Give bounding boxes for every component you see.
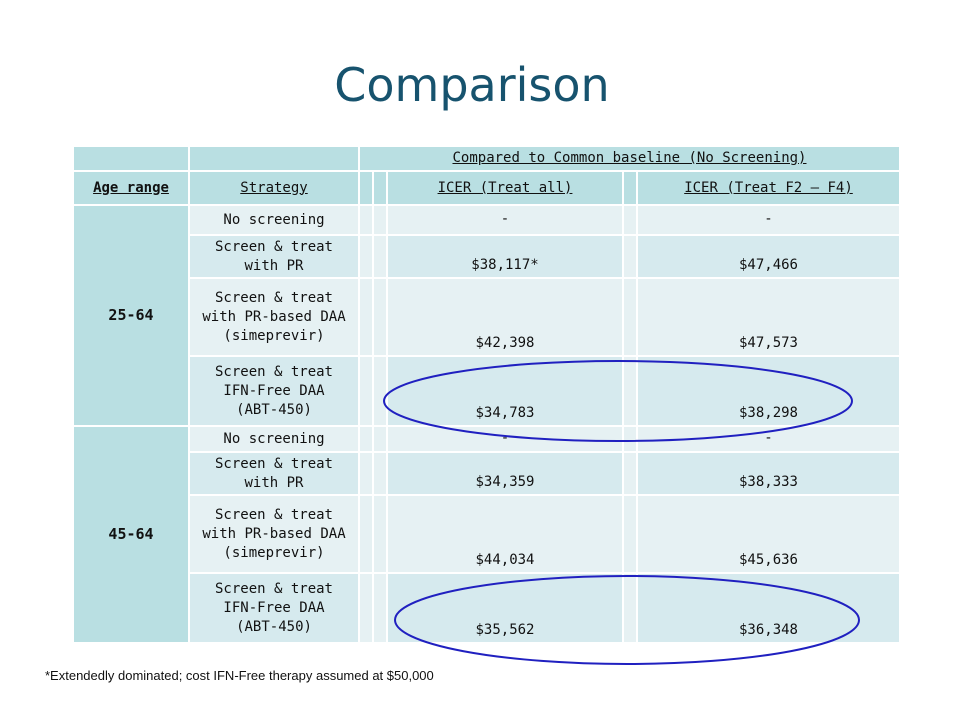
strategy-line: Screen & treat	[214, 506, 333, 523]
strategy-line: IFN-Free DAA	[223, 382, 325, 399]
strategy-line: (ABT-450)	[236, 401, 312, 418]
table-row: 25-64 No screening - -	[72, 204, 901, 427]
icer-treat-f2-f4-cell: $38,333	[636, 451, 901, 496]
icer-treat-all-cell: $34,359	[386, 451, 624, 496]
icer-treat-f2-f4-cell: $38,298	[636, 355, 901, 427]
strategy-cell: Screen & treat with PR	[188, 451, 360, 496]
spacer-cell	[372, 425, 388, 453]
header-blank-cell	[188, 145, 360, 172]
strategy-line: Screen & treat	[214, 363, 333, 380]
icer-treat-f2-f4-cell: $45,636	[636, 494, 901, 574]
column-header-icer-f2f4: ICER (Treat F2 – F4)	[636, 170, 901, 206]
spacer-cell	[372, 572, 388, 644]
icer-treat-f2-f4-cell: $47,573	[636, 277, 901, 357]
spacer-cell	[358, 234, 374, 279]
spacer-cell	[358, 425, 374, 453]
strategy-line: with PR	[244, 257, 304, 274]
spacer-cell	[622, 451, 638, 496]
spacer-cell	[372, 494, 388, 574]
table-row: Screen & treat with PR-based DAA (simeprev…	[73, 494, 901, 574]
icer-treat-all-cell: $38,117*	[386, 234, 624, 279]
strategy-cell: Screen & treat IFN-Free DAA (ABT-450)	[188, 355, 360, 427]
spacer-cell	[372, 277, 388, 357]
strategy-line: with PR-based DAA	[202, 525, 346, 542]
strategy-cell: Screen & treat with PR-based DAA (simeprev…	[188, 494, 360, 574]
icer-treat-all-cell: $44,034	[386, 494, 624, 574]
table-row: Screen & treat IFN-Free DAA (ABT-450) $34,7…	[73, 355, 901, 427]
age-range-cell: 45-64	[72, 425, 190, 644]
spacer-cell	[358, 204, 374, 236]
icer-treat-f2-f4-cell: $36,348	[636, 572, 901, 644]
age-range-cell: 25-64	[72, 204, 190, 427]
table-row: Screen & treat IFN-Free DAA (ABT-450) $35,5…	[73, 572, 901, 644]
table-row: 45-64 No screening - -	[72, 425, 901, 644]
spacer-cell	[358, 572, 374, 644]
strategy-line: IFN-Free DAA	[223, 599, 325, 616]
table-row: Screen & treat with PR $38,117* $47,466	[73, 234, 901, 279]
spacer-cell	[372, 234, 388, 279]
icer-treat-f2-f4-cell: $47,466	[636, 234, 901, 279]
group-header-row: Compared to Common baseline (No Screenin…	[72, 145, 901, 172]
spacer-cell	[622, 277, 638, 357]
strategy-line: (simeprevir)	[223, 327, 325, 344]
table-row: Screen & treat with PR-based DAA (simeprev…	[73, 277, 901, 357]
strategy-line: Screen & treat	[214, 580, 333, 597]
strategy-line: (ABT-450)	[236, 618, 312, 635]
spacer-cell	[358, 494, 374, 574]
spacer-cell	[622, 494, 638, 574]
strategy-cell: No screening	[188, 425, 360, 453]
strategy-line: Screen & treat	[214, 238, 333, 255]
slide-title: Comparison	[334, 58, 610, 112]
strategy-cell: Screen & treat with PR	[188, 234, 360, 279]
spacer-cell	[622, 234, 638, 279]
icer-treat-all-cell: $34,783	[386, 355, 624, 427]
footnote: *Extendedly dominated; cost IFN-Free the…	[45, 668, 434, 683]
strategy-line: Screen & treat	[214, 455, 333, 472]
table-row: Screen & treat with PR $34,359 $38,333	[73, 451, 901, 496]
icer-treat-f2-f4-cell: -	[636, 425, 901, 453]
spacer-cell	[358, 451, 374, 496]
spacer-cell	[622, 355, 638, 427]
strategy-line: No screening	[223, 211, 325, 228]
strategy-cell: Screen & treat with PR-based DAA (simeprev…	[188, 277, 360, 357]
strategy-line: with PR	[244, 474, 304, 491]
spacer-cell	[622, 170, 638, 206]
spacer-cell	[372, 170, 388, 206]
column-header-row: Age range Strategy ICER (Treat all) ICER…	[72, 170, 901, 206]
column-header-icer-all: ICER (Treat all)	[386, 170, 624, 206]
spacer-cell	[358, 170, 374, 206]
icer-treat-all-cell: -	[386, 425, 624, 453]
spacer-cell	[372, 204, 388, 236]
icer-treat-all-cell: -	[386, 204, 624, 236]
strategy-cell: Screen & treat IFN-Free DAA (ABT-450)	[188, 572, 360, 644]
spacer-cell	[372, 451, 388, 496]
strategy-cell: No screening	[188, 204, 360, 236]
spacer-cell	[622, 204, 638, 236]
icer-treat-all-cell: $35,562	[386, 572, 624, 644]
spacer-cell	[622, 572, 638, 644]
group-header: Compared to Common baseline (No Screenin…	[358, 145, 901, 172]
header-blank-cell	[72, 145, 190, 172]
strategy-line: (simeprevir)	[223, 544, 325, 561]
comparison-table: Compared to Common baseline (No Screenin…	[72, 145, 901, 644]
icer-treat-f2-f4-cell: -	[636, 204, 901, 236]
column-header-age: Age range	[72, 170, 190, 206]
strategy-line: with PR-based DAA	[202, 308, 346, 325]
column-header-strategy: Strategy	[188, 170, 360, 206]
spacer-cell	[372, 355, 388, 427]
spacer-cell	[358, 355, 374, 427]
icer-treat-all-cell: $42,398	[386, 277, 624, 357]
strategy-line: Screen & treat	[214, 289, 333, 306]
spacer-cell	[358, 277, 374, 357]
spacer-cell	[622, 425, 638, 453]
strategy-line: No screening	[223, 430, 325, 447]
